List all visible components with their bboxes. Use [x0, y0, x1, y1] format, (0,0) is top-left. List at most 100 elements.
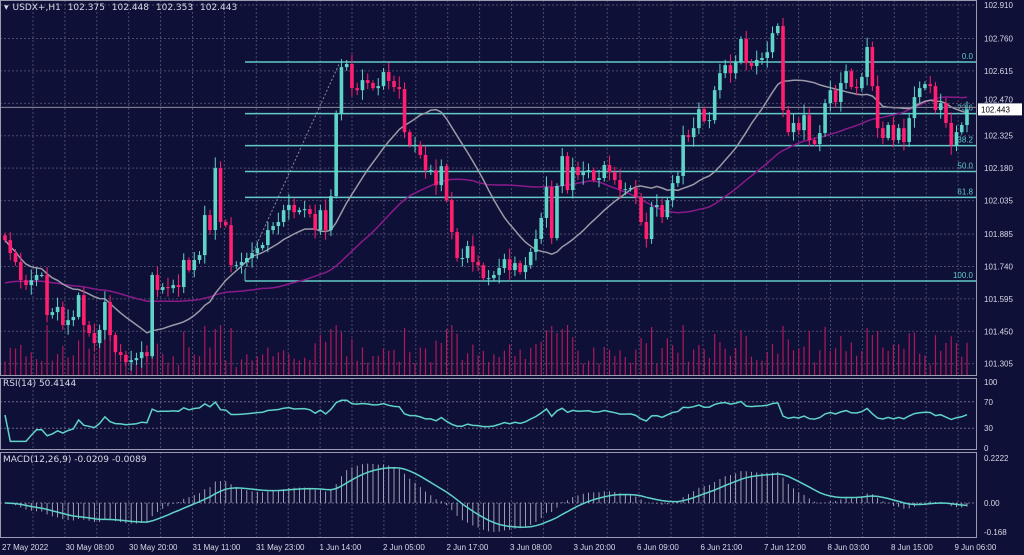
candle-bullish: [597, 177, 601, 181]
candle-bearish: [812, 139, 817, 145]
candle-bullish: [150, 274, 154, 357]
candle-bullish: [255, 248, 260, 254]
candle-bullish: [917, 88, 922, 98]
candle-bullish: [250, 253, 254, 259]
close-value: 102.443: [199, 3, 238, 13]
candle-bearish: [881, 128, 885, 138]
candle-bearish: [481, 265, 486, 279]
price-tick-label: 102.325: [984, 132, 1013, 141]
candle-bearish: [933, 86, 938, 111]
candle-bearish: [450, 200, 454, 233]
candle-bullish: [271, 226, 275, 231]
candle-bullish: [570, 167, 575, 191]
fibonacci-retracement[interactable]: 0.0 23.6 38.2 50.0 61.8 100.0: [244, 52, 976, 282]
candle-bullish: [886, 125, 890, 138]
candle-bullish: [39, 274, 44, 276]
collapse-triangle-icon[interactable]: ▾: [4, 3, 9, 13]
candle-bearish: [386, 72, 391, 81]
candle-bearish: [944, 103, 948, 124]
candle-bullish: [823, 103, 827, 134]
time-tick-label: 31 May 11:00: [193, 543, 241, 552]
candle-bullish: [502, 259, 507, 269]
candle-bullish: [954, 132, 959, 146]
rsi-tick-label: 100: [984, 378, 998, 387]
candle-bearish: [313, 213, 317, 231]
candle-bullish: [134, 358, 139, 361]
candle-bullish: [202, 215, 207, 256]
price-tick-label: 101.885: [984, 230, 1013, 239]
moving-averages: [0, 79, 976, 334]
candle-bullish: [334, 113, 338, 197]
low-value: 102.353: [155, 3, 194, 13]
candle-bearish: [87, 325, 91, 334]
volume-bars: [4, 325, 968, 375]
candle-bullish: [676, 175, 680, 184]
candle-bearish: [660, 205, 664, 218]
candle-bullish: [297, 210, 302, 213]
candle-bearish: [591, 170, 596, 181]
macd-tick-label: -0.168: [984, 528, 1007, 537]
candle-bullish: [818, 133, 822, 145]
candle-bullish: [29, 280, 34, 286]
candle-bullish: [733, 61, 738, 74]
price-tick-label: 102.035: [984, 197, 1013, 206]
candle-bullish: [465, 246, 470, 259]
candle-bearish: [187, 260, 191, 271]
candle-bullish: [739, 38, 743, 62]
candle-bearish: [444, 166, 449, 201]
time-tick-label: 6 Jun 09:00: [637, 543, 679, 552]
candle-bullish: [192, 260, 197, 271]
rsi-label: RSI(14) 50.4144: [3, 379, 77, 389]
candle-bullish: [923, 84, 927, 89]
macd-tick-label: 0.00: [984, 499, 1000, 508]
time-tick-label: 27 May 2022: [2, 543, 49, 552]
candle-bullish: [760, 57, 764, 60]
candle-bullish: [681, 135, 685, 176]
candle-bearish: [807, 115, 812, 140]
macd-pane-frame: [0, 452, 977, 538]
candle-bullish: [602, 165, 607, 178]
candle-bullish: [302, 209, 307, 211]
candle-bullish: [213, 168, 218, 231]
candle-bullish: [959, 125, 964, 133]
candle-bullish: [266, 230, 270, 246]
time-tick-label: 2 Jun 17:00: [447, 543, 489, 552]
candle-bearish: [108, 302, 112, 336]
candle-bullish: [281, 210, 286, 223]
candle-bullish: [770, 33, 775, 53]
candle-bullish: [460, 258, 465, 260]
chart-header: ▾ USDX+,H1 102.375 102.448 102.353 102.44…: [4, 3, 241, 13]
candle-bearish: [350, 64, 354, 89]
candle-bullish: [50, 312, 55, 315]
candle-bullish: [896, 128, 901, 140]
candle-bearish: [518, 263, 522, 273]
candle-bullish: [344, 64, 349, 68]
time-tick-label: 8 Jun 15:00: [891, 543, 933, 552]
candle-bearish: [61, 306, 65, 326]
candle-bullish: [360, 80, 365, 91]
open-value: 102.375: [67, 3, 105, 13]
candle-bearish: [3, 235, 7, 241]
candle-bearish: [45, 274, 49, 315]
candle-bearish: [82, 295, 86, 326]
fib-level-label: 0.0: [962, 52, 974, 61]
time-tick-label: 30 May 20:00: [129, 543, 178, 552]
candle-bullish: [844, 71, 848, 84]
rsi-tick-label: 70: [984, 398, 993, 407]
candle-bullish: [181, 260, 186, 288]
candle-bullish: [523, 265, 528, 273]
candle-bullish: [581, 172, 586, 176]
candle-bullish: [381, 72, 386, 87]
candle-bullish: [765, 52, 770, 58]
candle-bearish: [392, 80, 396, 88]
candle-bearish: [549, 187, 554, 239]
candle-bullish: [76, 295, 81, 318]
candle-bullish: [802, 115, 806, 131]
candle-bearish: [113, 335, 118, 353]
candle-bullish: [712, 90, 717, 121]
symbol-label: USDX+,H1: [12, 3, 61, 13]
fib-level-label: 50.0: [957, 162, 973, 171]
candle-bullish: [791, 123, 796, 133]
rsi-tick-label: 30: [984, 424, 993, 433]
